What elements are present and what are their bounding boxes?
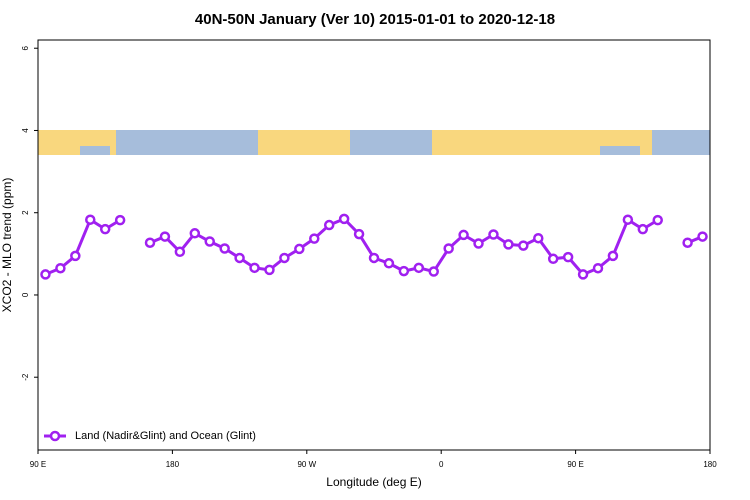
data-point	[607, 250, 619, 262]
y-tick-label: 4	[21, 128, 30, 133]
data-point	[518, 240, 529, 251]
x-tick-label: 90 W	[297, 460, 316, 469]
series-line	[44, 217, 704, 277]
data-point	[114, 214, 126, 226]
y-axis-label: XCO2 - MLO trend (ppm)	[0, 178, 14, 313]
data-point	[234, 252, 245, 264]
data-point	[443, 243, 454, 254]
y-tick-label: 2	[21, 210, 30, 215]
data-point	[174, 246, 186, 258]
data-point	[99, 223, 111, 235]
data-point	[592, 262, 604, 274]
x-tick-label: 90 E	[567, 460, 583, 469]
x-tick-label: 180	[703, 460, 717, 469]
data-point	[458, 229, 469, 241]
data-point	[204, 236, 215, 247]
data-point	[413, 262, 425, 274]
data-point	[40, 269, 51, 280]
chart-title: 40N-50N January (Ver 10) 2015-01-01 to 2…	[195, 11, 555, 28]
data-point	[353, 228, 365, 240]
y-tick-label: -2	[21, 373, 30, 381]
data-point	[652, 214, 663, 226]
data-point	[398, 265, 410, 277]
data-point	[144, 237, 156, 248]
data-point	[697, 231, 708, 242]
plot-frame	[37, 39, 711, 451]
data-point	[338, 213, 350, 225]
data-point	[473, 238, 484, 249]
x-tick-label: 90 E	[30, 460, 46, 469]
data-point	[428, 266, 439, 277]
x-tick-label: 0	[439, 460, 444, 469]
x-axis-label: Longitude (deg E)	[326, 475, 421, 489]
x-tick-label: 180	[166, 460, 180, 469]
data-point	[189, 228, 201, 239]
data-point	[294, 243, 305, 255]
legend-label: Land (Nadir&Glint) and Ocean (Glint)	[75, 430, 256, 442]
data-point	[533, 232, 544, 244]
data-point	[503, 239, 514, 250]
data-point	[70, 250, 81, 262]
legend-marker	[49, 430, 61, 442]
data-point	[279, 252, 290, 264]
data-point	[637, 223, 649, 235]
data-point	[219, 243, 230, 254]
data-point	[577, 269, 589, 280]
y-tick-label: 6	[21, 45, 30, 50]
data-point	[249, 262, 260, 274]
data-point	[383, 258, 395, 269]
data-point	[488, 229, 499, 240]
data-point	[159, 231, 171, 242]
data-point	[547, 253, 559, 265]
data-point	[368, 252, 380, 264]
data-point	[55, 262, 66, 274]
data-point	[85, 214, 96, 225]
data-point	[323, 219, 335, 231]
data-point	[622, 214, 634, 225]
y-tick-label: 0	[21, 292, 30, 297]
map-strip	[38, 130, 710, 155]
data-point	[562, 251, 574, 263]
data-point	[309, 233, 320, 244]
data-point	[264, 264, 275, 276]
data-point	[682, 237, 693, 248]
